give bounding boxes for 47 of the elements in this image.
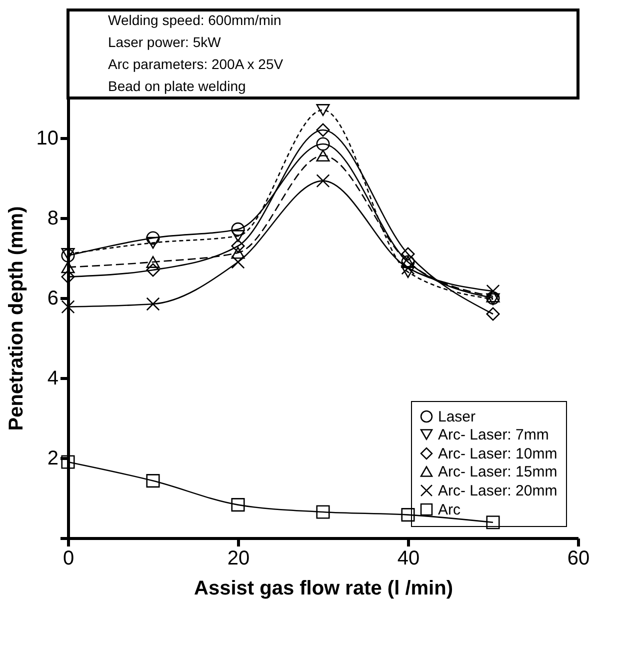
point: [486, 516, 500, 530]
point: [316, 174, 330, 188]
point: [61, 248, 75, 260]
x-tick-label: 20: [227, 548, 250, 570]
point: [401, 508, 415, 522]
text: Welding speed: 600mm/min: [108, 12, 282, 28]
point: [146, 236, 160, 249]
point: [231, 222, 245, 236]
y-tick-label: 2: [47, 448, 58, 470]
y-tick-label: 6: [47, 288, 58, 310]
legend-label: Arc- Laser: 15mm: [438, 464, 558, 480]
point: [486, 307, 500, 321]
x-tick-label: 0: [62, 548, 74, 570]
point: [231, 239, 245, 253]
point: [61, 248, 75, 262]
y-axis-title: Penetration depth (mm): [5, 206, 28, 431]
legend-label: Arc- Laser: 7mm: [438, 426, 549, 444]
point: [316, 104, 330, 116]
point: [146, 231, 160, 245]
x-tick-label: 60: [567, 548, 590, 570]
point: [61, 455, 75, 469]
y-tick-label: 4: [47, 368, 58, 390]
point: [146, 256, 160, 268]
point: [401, 247, 415, 261]
text: Bead on plate welding: [108, 78, 246, 94]
point: [316, 150, 330, 162]
text: Arc parameters: 200A x 25V: [108, 56, 284, 72]
point: [401, 266, 415, 278]
point: [231, 246, 245, 259]
point: [61, 261, 75, 274]
point: [316, 137, 330, 151]
point: [316, 505, 330, 519]
point: [146, 297, 160, 311]
legend-label: Laser: [438, 408, 476, 426]
y-tick-label: 10: [36, 128, 58, 150]
legend-label: Arc- Laser: 20mm: [438, 482, 558, 500]
point: [231, 230, 245, 242]
x-axis-title: Assist gas flow rate (l /min): [194, 578, 453, 600]
legend-label: Arc- Laser: 10mm: [438, 446, 558, 462]
point: [231, 498, 245, 512]
point: [146, 263, 160, 277]
y-tick-label: 8: [47, 208, 58, 230]
x-tick-label: 40: [397, 548, 420, 570]
point: [146, 474, 160, 488]
legend-label: Arc: [438, 502, 461, 518]
text: Laser power: 5kW: [108, 34, 222, 50]
point: [316, 123, 330, 137]
